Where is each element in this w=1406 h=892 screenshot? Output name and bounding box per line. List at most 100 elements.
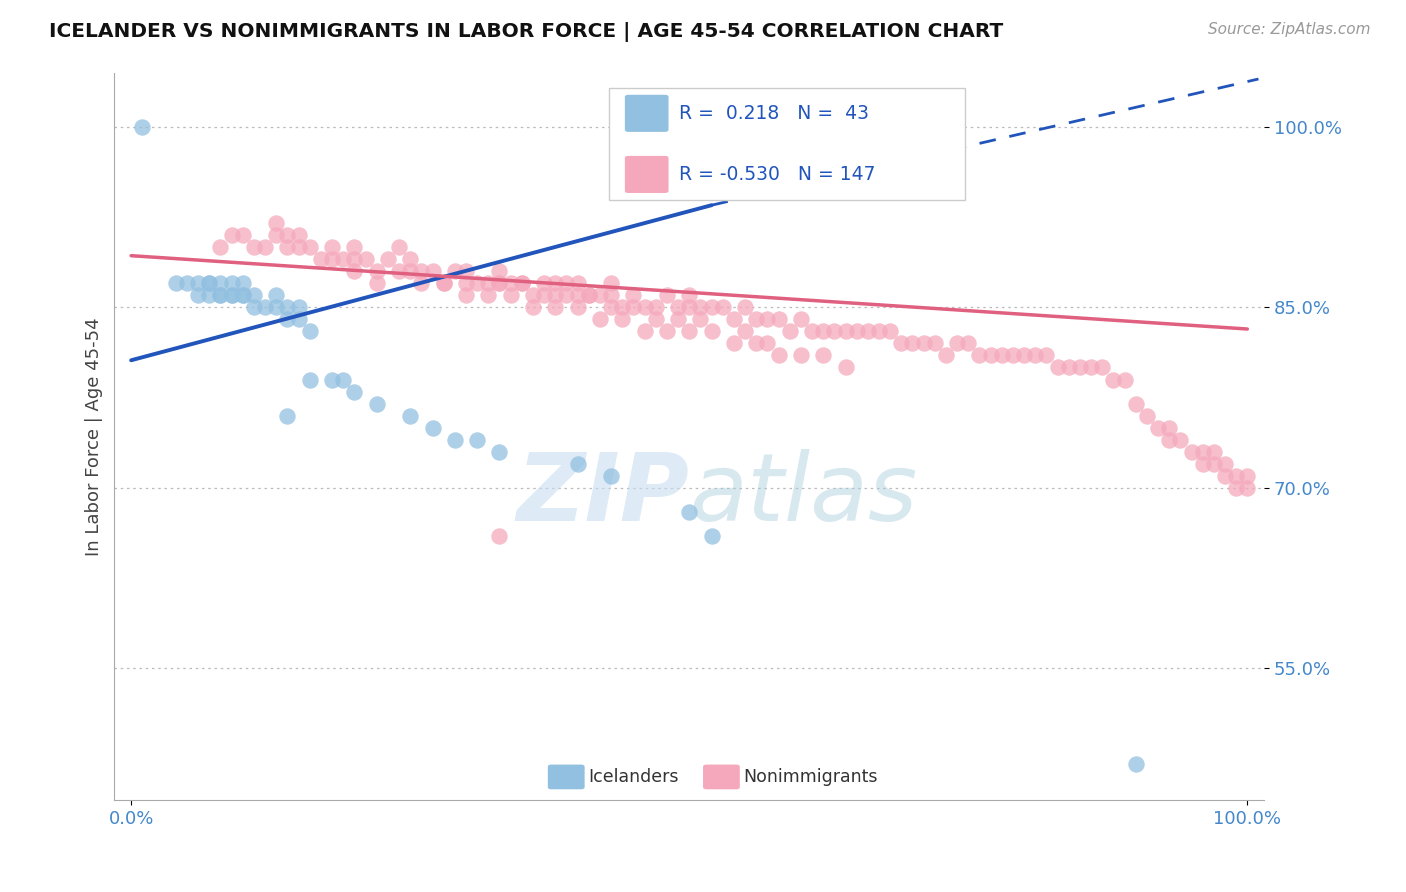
Text: Icelanders: Icelanders <box>588 768 679 786</box>
Point <box>209 240 232 254</box>
Point <box>655 325 678 339</box>
Point <box>232 277 254 291</box>
Point <box>633 325 655 339</box>
Point <box>232 288 254 302</box>
Point <box>1191 444 1213 458</box>
Point <box>578 288 600 302</box>
Point <box>924 336 946 351</box>
Point <box>567 301 589 315</box>
Point <box>790 348 813 362</box>
Point <box>488 277 510 291</box>
Point <box>477 288 499 302</box>
Point <box>1091 360 1114 375</box>
Point <box>544 301 567 315</box>
FancyBboxPatch shape <box>703 764 740 789</box>
Point <box>623 301 645 315</box>
Point <box>444 264 467 278</box>
Point <box>422 264 444 278</box>
Point <box>1191 457 1213 471</box>
Point <box>388 264 411 278</box>
Point <box>510 277 533 291</box>
Point <box>834 325 856 339</box>
Point <box>756 312 779 326</box>
Point <box>856 325 879 339</box>
Point <box>276 409 298 423</box>
Point <box>1046 360 1069 375</box>
Point <box>578 288 600 302</box>
Point <box>433 277 456 291</box>
Point <box>433 277 456 291</box>
Point <box>243 288 266 302</box>
Point <box>422 420 444 434</box>
Point <box>264 301 287 315</box>
Point <box>1024 348 1046 362</box>
Point <box>711 301 734 315</box>
Point <box>723 336 745 351</box>
Point <box>209 277 232 291</box>
Point <box>1069 360 1091 375</box>
FancyBboxPatch shape <box>548 764 585 789</box>
Point <box>343 240 366 254</box>
Point <box>600 277 623 291</box>
Point <box>768 312 790 326</box>
Text: Nonimmigrants: Nonimmigrants <box>744 768 877 786</box>
Point <box>567 457 589 471</box>
Text: R = -0.530   N = 147: R = -0.530 N = 147 <box>679 165 876 184</box>
Point <box>399 264 422 278</box>
Point <box>343 264 366 278</box>
Point <box>522 288 544 302</box>
Point <box>221 228 243 243</box>
Point <box>890 336 912 351</box>
Point <box>332 252 354 267</box>
Point <box>655 288 678 302</box>
Point <box>723 312 745 326</box>
Point <box>254 240 277 254</box>
Point <box>1136 409 1159 423</box>
Point <box>510 277 533 291</box>
Point <box>276 312 298 326</box>
Point <box>811 325 834 339</box>
Point <box>287 301 309 315</box>
Point <box>980 348 1002 362</box>
Point <box>1001 348 1024 362</box>
Point <box>187 277 209 291</box>
Point <box>198 277 221 291</box>
Point <box>745 336 768 351</box>
Point <box>1236 481 1258 495</box>
Point <box>689 312 711 326</box>
Point <box>499 277 522 291</box>
Point <box>644 301 666 315</box>
Point <box>377 252 399 267</box>
Point <box>354 252 377 267</box>
Point <box>801 325 824 339</box>
Point <box>232 228 254 243</box>
FancyBboxPatch shape <box>609 87 965 200</box>
Point <box>221 277 243 291</box>
Point <box>343 384 366 399</box>
Point <box>276 301 298 315</box>
Point <box>321 252 343 267</box>
Text: R =  0.218   N =  43: R = 0.218 N = 43 <box>679 103 869 123</box>
Text: ZIP: ZIP <box>516 449 689 541</box>
Point <box>700 301 723 315</box>
Point <box>366 277 388 291</box>
Point <box>221 288 243 302</box>
Point <box>243 301 266 315</box>
Point <box>567 277 589 291</box>
Point <box>131 120 153 134</box>
Point <box>1035 348 1057 362</box>
Point <box>499 288 522 302</box>
Point <box>689 301 711 315</box>
Point <box>1202 444 1225 458</box>
Point <box>488 444 510 458</box>
Text: atlas: atlas <box>689 450 918 541</box>
Point <box>1012 348 1035 362</box>
Point <box>589 312 612 326</box>
Point <box>209 288 232 302</box>
Point <box>254 301 277 315</box>
Point <box>198 288 221 302</box>
Point <box>411 277 433 291</box>
Point <box>935 348 957 362</box>
Point <box>589 288 612 302</box>
Point <box>488 264 510 278</box>
